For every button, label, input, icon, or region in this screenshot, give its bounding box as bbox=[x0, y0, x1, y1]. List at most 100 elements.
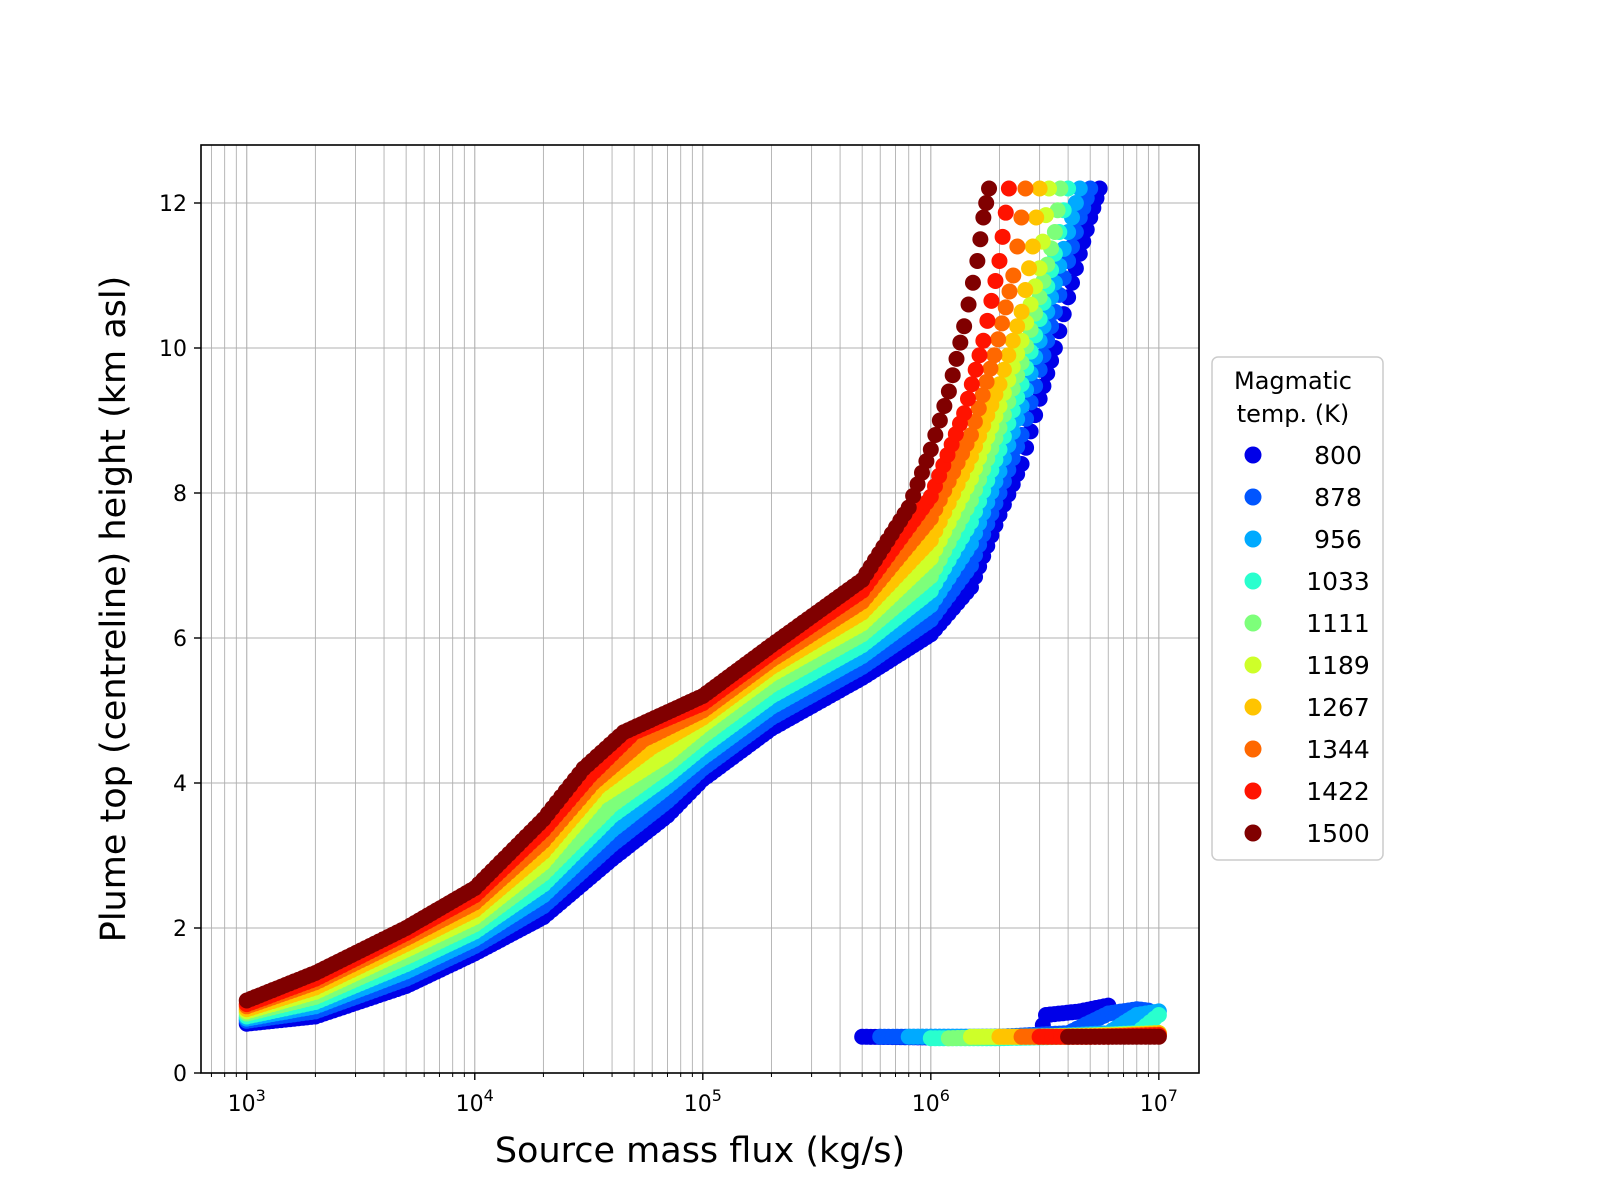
x-tick-label: 105 bbox=[684, 1086, 722, 1117]
point-1033 bbox=[1150, 1007, 1167, 1023]
point-1500 bbox=[940, 383, 957, 400]
y-tick-label: 2 bbox=[173, 917, 187, 942]
point-1344 bbox=[974, 387, 991, 404]
point-1500 bbox=[978, 195, 995, 211]
point-1344 bbox=[997, 299, 1014, 316]
legend-label-956: 956 bbox=[1314, 525, 1362, 554]
legend-marker-1189 bbox=[1244, 656, 1262, 674]
point-1267 bbox=[991, 376, 1008, 393]
point-1500 bbox=[956, 318, 973, 335]
point-1267 bbox=[1017, 282, 1034, 298]
y-tick-label: 6 bbox=[173, 627, 187, 652]
x-axis-ticks: 103 104 105 106 107 bbox=[210, 1073, 1178, 1117]
x-axis-label: Source mass flux (kg/s) bbox=[495, 1131, 905, 1171]
legend-marker-1111 bbox=[1244, 614, 1262, 632]
point-1267 bbox=[1009, 318, 1026, 335]
point-1422 bbox=[983, 292, 1000, 309]
y-axis-label: Plume top (centreline) height (km asl) bbox=[94, 276, 134, 943]
point-1500 bbox=[944, 367, 961, 384]
point-1344 bbox=[1009, 238, 1026, 255]
point-1422 bbox=[963, 376, 980, 393]
legend-title-line2: temp. (K) bbox=[1237, 400, 1350, 428]
point-1500 bbox=[969, 253, 986, 269]
point-1500 bbox=[922, 441, 939, 458]
point-1111 bbox=[1052, 180, 1069, 197]
point-1267 bbox=[1000, 347, 1017, 364]
legend-label-1267: 1267 bbox=[1306, 693, 1370, 722]
y-tick-label: 12 bbox=[159, 192, 187, 217]
y-tick-label: 8 bbox=[173, 482, 187, 507]
point-1267 bbox=[1031, 180, 1048, 197]
point-1500 bbox=[972, 231, 989, 248]
x-tick-label: 106 bbox=[912, 1086, 950, 1117]
legend-marker-1344 bbox=[1244, 740, 1262, 758]
y-tick-label: 0 bbox=[173, 1062, 187, 1087]
point-1422 bbox=[994, 228, 1011, 245]
point-1500 bbox=[952, 334, 969, 351]
point-1422 bbox=[987, 272, 1004, 289]
point-1500 bbox=[981, 180, 998, 197]
legend-marker-1422 bbox=[1244, 782, 1262, 800]
legend-label-1344: 1344 bbox=[1306, 735, 1370, 764]
plot-frame bbox=[200, 144, 1200, 1074]
point-1500 bbox=[1150, 1028, 1167, 1045]
point-1422 bbox=[975, 332, 992, 349]
point-1344 bbox=[962, 427, 979, 443]
point-1500 bbox=[931, 412, 948, 429]
legend-marker-956 bbox=[1244, 530, 1262, 548]
point-1500 bbox=[964, 274, 981, 291]
legend-marker-800 bbox=[1244, 446, 1262, 464]
legend-label-878: 878 bbox=[1314, 483, 1362, 512]
point-1422 bbox=[971, 347, 988, 364]
point-1500 bbox=[975, 209, 992, 226]
legend-box bbox=[1211, 356, 1384, 861]
point-1267 bbox=[1028, 209, 1045, 226]
legend-marker-1500 bbox=[1244, 824, 1262, 842]
point-1422 bbox=[979, 312, 996, 329]
y-tick-label: 4 bbox=[173, 772, 187, 797]
point-1344 bbox=[978, 373, 995, 390]
point-1422 bbox=[991, 253, 1008, 269]
x-tick-label: 103 bbox=[228, 1086, 266, 1117]
point-1422 bbox=[959, 390, 976, 407]
point-1500 bbox=[936, 398, 953, 414]
legend-label-1189: 1189 bbox=[1306, 651, 1370, 680]
point-1267 bbox=[1021, 260, 1038, 277]
point-1344 bbox=[1001, 283, 1018, 300]
legend: Magmatic temp. (K) 800 878 956 1033 1111 1189… bbox=[1211, 356, 1384, 861]
point-956 bbox=[1067, 195, 1084, 211]
x-tick-label: 107 bbox=[1140, 1086, 1178, 1117]
point-1422 bbox=[967, 361, 984, 378]
point-1344 bbox=[1017, 180, 1034, 197]
point-1267 bbox=[995, 361, 1012, 378]
point-1422 bbox=[956, 405, 973, 422]
legend-title-line1: Magmatic bbox=[1234, 367, 1352, 395]
point-1422 bbox=[997, 204, 1014, 221]
legend-label-1033: 1033 bbox=[1306, 567, 1370, 596]
point-1344 bbox=[1013, 209, 1030, 226]
point-1267 bbox=[1024, 238, 1041, 255]
point-1422 bbox=[1000, 180, 1017, 197]
point-956 bbox=[1071, 180, 1088, 197]
point-1344 bbox=[993, 315, 1010, 332]
point-1267 bbox=[1004, 332, 1021, 349]
y-tick-label: 10 bbox=[159, 337, 187, 362]
y-axis-ticks: 0 2 4 6 8 10 12 bbox=[159, 192, 201, 1087]
point-1344 bbox=[986, 347, 1003, 364]
legend-marker-878 bbox=[1244, 488, 1262, 506]
point-1344 bbox=[1005, 267, 1022, 284]
point-1267 bbox=[1013, 303, 1030, 320]
legend-label-800: 800 bbox=[1314, 441, 1362, 470]
point-1500 bbox=[948, 350, 965, 367]
legend-label-1500: 1500 bbox=[1306, 819, 1370, 848]
scatter-points bbox=[238, 180, 1167, 1047]
legend-items: 800 878 956 1033 1111 1189 1267 1344 1422 1500 bbox=[1244, 441, 1370, 848]
x-tick-label: 104 bbox=[456, 1086, 494, 1117]
legend-marker-1033 bbox=[1244, 572, 1262, 590]
legend-marker-1267 bbox=[1244, 698, 1262, 716]
point-1344 bbox=[990, 331, 1007, 348]
point-1344 bbox=[982, 360, 999, 377]
legend-label-1111: 1111 bbox=[1306, 609, 1370, 638]
point-1500 bbox=[927, 427, 944, 443]
